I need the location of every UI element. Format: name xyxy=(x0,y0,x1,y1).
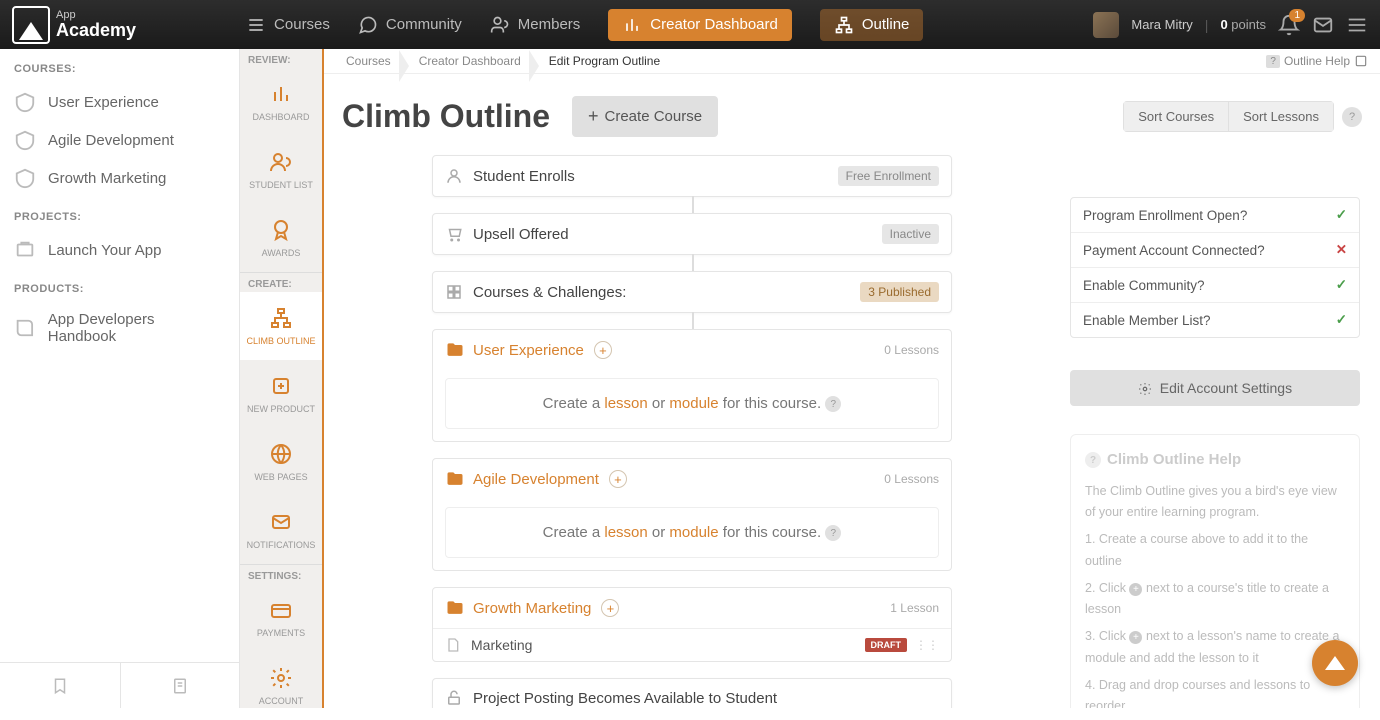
folder-icon xyxy=(445,469,465,489)
page-title: Climb Outline xyxy=(342,98,550,135)
help-icon[interactable]: ? xyxy=(825,396,841,412)
empty-lesson-prompt: Create a lesson or module for this cours… xyxy=(445,378,939,429)
messages-icon[interactable] xyxy=(1312,14,1334,36)
node-upsell[interactable]: Upsell Offered Inactive xyxy=(432,213,952,255)
breadcrumb: Courses Creator Dashboard Edit Program O… xyxy=(324,49,1380,74)
nav-creator-dashboard[interactable]: Creator Dashboard xyxy=(608,9,792,41)
points: 0 points xyxy=(1220,17,1266,32)
create-module-link[interactable]: module xyxy=(669,524,718,541)
check-members[interactable]: Enable Member List?✓ xyxy=(1071,303,1359,337)
rail-notifications[interactable]: NOTIFICATIONS xyxy=(240,496,322,564)
user-icon xyxy=(445,167,463,185)
unlock-icon xyxy=(445,689,463,707)
outline-help-toggle[interactable]: ? Outline Help xyxy=(1266,54,1368,68)
topbar: AppApp AcademyAcademy Courses Community … xyxy=(0,0,1380,49)
sidebar-course-agile[interactable]: Agile Development xyxy=(0,121,239,159)
outline-column: Student Enrolls Free Enrollment Upsell O… xyxy=(432,155,952,708)
sort-buttons: Sort Courses Sort Lessons xyxy=(1123,101,1334,132)
rail-account[interactable]: ACCOUNT xyxy=(240,652,322,720)
rail-climb-outline[interactable]: CLIMB OUTLINE xyxy=(240,292,322,360)
rail-payments[interactable]: PAYMENTS xyxy=(240,584,322,652)
course-growth: Growth Marketing + 1 Lesson Marketing DR… xyxy=(432,587,952,662)
create-module-link[interactable]: module xyxy=(669,395,718,412)
notifications-icon[interactable]: 1 xyxy=(1278,14,1300,36)
rail-student-list[interactable]: STUDENT LIST xyxy=(240,136,322,204)
notes-icon[interactable] xyxy=(121,663,241,708)
rail-dashboard[interactable]: DASHBOARD xyxy=(240,68,322,136)
sidebar-course-growth[interactable]: Growth Marketing xyxy=(0,159,239,197)
brand-logo[interactable]: AppApp AcademyAcademy xyxy=(12,6,136,44)
page-header: Climb Outline +Create Course Sort Course… xyxy=(324,74,1380,155)
chat-icon xyxy=(358,15,378,35)
crumb-dashboard[interactable]: Creator Dashboard xyxy=(409,54,539,68)
tree-icon xyxy=(834,15,854,35)
members-icon xyxy=(490,15,510,35)
create-lesson-link[interactable]: lesson xyxy=(604,395,647,412)
add-lesson-button[interactable]: + xyxy=(601,599,619,617)
nav-community[interactable]: Community xyxy=(358,15,462,35)
left-bottom-bar xyxy=(0,662,240,708)
node-courses-challenges: Courses & Challenges: 3 Published xyxy=(432,271,952,313)
sidebar-project[interactable]: Launch Your App xyxy=(0,231,239,269)
list-icon xyxy=(246,15,266,35)
sidebar-course-ux[interactable]: User Experience xyxy=(0,83,239,121)
main: Courses Creator Dashboard Edit Program O… xyxy=(324,49,1380,708)
section-courses: COURSES: xyxy=(0,49,239,83)
add-lesson-button[interactable]: + xyxy=(609,470,627,488)
folder-icon xyxy=(445,340,465,360)
check-payment[interactable]: Payment Account Connected?✕ xyxy=(1071,233,1359,268)
logo-icon xyxy=(12,6,50,44)
nav-outline[interactable]: Outline xyxy=(820,9,924,41)
username[interactable]: Mara Mitry xyxy=(1131,17,1192,32)
node-project-posting[interactable]: Project Posting Becomes Available to Stu… xyxy=(432,678,952,708)
help-icon[interactable]: ? xyxy=(1342,107,1362,127)
node-student-enrolls[interactable]: Student Enrolls Free Enrollment xyxy=(432,155,952,197)
course-ux: User Experience + 0 Lessons Create a les… xyxy=(432,329,952,442)
avatar[interactable] xyxy=(1093,12,1119,38)
check-enrollment[interactable]: Program Enrollment Open?✓ xyxy=(1071,198,1359,233)
rail-new-product[interactable]: NEW PRODUCT xyxy=(240,360,322,428)
menu-icon[interactable] xyxy=(1346,14,1368,36)
external-icon xyxy=(1354,54,1368,68)
lesson-row[interactable]: Marketing DRAFT ⋮⋮ xyxy=(433,628,951,661)
check-community[interactable]: Enable Community?✓ xyxy=(1071,268,1359,303)
chart-icon xyxy=(622,15,642,35)
grid-icon xyxy=(445,283,463,301)
right-column: Program Enrollment Open?✓ Payment Accoun… xyxy=(1070,197,1360,708)
rail-awards[interactable]: AWARDS xyxy=(240,204,322,272)
edit-account-settings-button[interactable]: Edit Account Settings xyxy=(1070,370,1360,406)
fab-button[interactable] xyxy=(1312,640,1358,686)
left-panel: COURSES: User Experience Agile Developme… xyxy=(0,49,240,708)
empty-lesson-prompt: Create a lesson or module for this cours… xyxy=(445,507,939,558)
settings-checklist: Program Enrollment Open?✓ Payment Accoun… xyxy=(1070,197,1360,338)
course-title[interactable]: User Experience xyxy=(473,342,584,359)
bookmark-icon[interactable] xyxy=(0,663,121,708)
sidebar-product[interactable]: App Developers Handbook xyxy=(0,303,239,353)
section-projects: PROJECTS: xyxy=(0,197,239,231)
draft-badge: DRAFT xyxy=(865,638,908,652)
help-icon[interactable]: ? xyxy=(825,525,841,541)
cart-icon xyxy=(445,225,463,243)
sort-courses-button[interactable]: Sort Courses xyxy=(1124,102,1229,131)
top-nav: Courses Community Members Creator Dashbo… xyxy=(246,9,923,41)
create-lesson-link[interactable]: lesson xyxy=(604,524,647,541)
add-lesson-button[interactable]: + xyxy=(594,341,612,359)
file-icon xyxy=(445,637,461,653)
course-title[interactable]: Agile Development xyxy=(473,471,599,488)
crumb-courses[interactable]: Courses xyxy=(336,54,409,68)
create-course-button[interactable]: +Create Course xyxy=(572,96,718,137)
topbar-right: Mara Mitry | 0 points 1 xyxy=(1093,12,1368,38)
rail-web-pages[interactable]: WEB PAGES xyxy=(240,428,322,496)
grip-icon[interactable]: ⋮⋮ xyxy=(915,638,939,652)
center-rail: REVIEW: DASHBOARD STUDENT LIST AWARDS CR… xyxy=(240,49,324,708)
crumb-current: Edit Program Outline xyxy=(539,54,678,68)
nav-courses[interactable]: Courses xyxy=(246,15,330,35)
course-title[interactable]: Growth Marketing xyxy=(473,600,591,617)
nav-members[interactable]: Members xyxy=(490,15,581,35)
folder-icon xyxy=(445,598,465,618)
course-agile: Agile Development + 0 Lessons Create a l… xyxy=(432,458,952,571)
section-products: PRODUCTS: xyxy=(0,269,239,303)
sort-lessons-button[interactable]: Sort Lessons xyxy=(1229,102,1333,131)
